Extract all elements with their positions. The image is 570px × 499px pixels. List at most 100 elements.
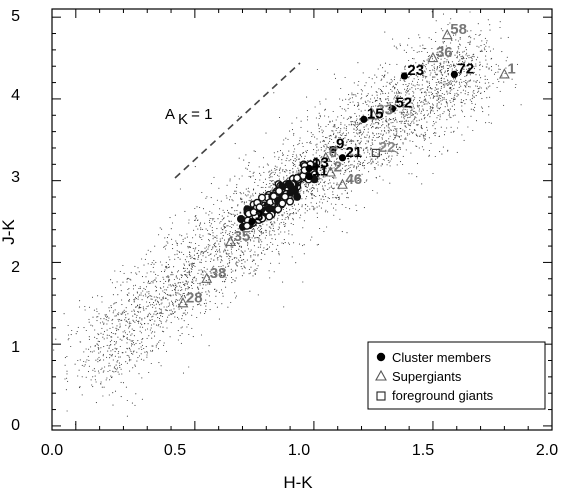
field-star	[351, 123, 353, 125]
field-star	[365, 136, 367, 138]
field-star	[453, 78, 455, 80]
field-star	[358, 80, 360, 83]
field-star	[225, 278, 227, 281]
field-star	[473, 66, 475, 68]
field-star	[356, 146, 358, 148]
field-star	[224, 248, 226, 250]
field-star	[373, 151, 375, 153]
field-star	[393, 133, 395, 135]
field-star	[326, 137, 328, 139]
field-star	[114, 390, 117, 392]
field-star	[358, 115, 360, 117]
field-star	[184, 237, 186, 239]
field-star	[252, 275, 254, 277]
field-star	[125, 386, 127, 388]
field-star	[415, 145, 417, 147]
field-star	[185, 314, 187, 316]
point-label-3: 3	[255, 208, 263, 225]
field-star	[478, 34, 480, 37]
field-star	[462, 56, 464, 59]
field-star	[412, 114, 414, 116]
field-star	[470, 30, 472, 32]
field-star	[313, 157, 315, 159]
field-star	[272, 182, 274, 185]
field-star	[352, 94, 354, 96]
field-star	[237, 204, 239, 206]
field-star	[319, 155, 321, 157]
field-star	[264, 189, 267, 192]
field-star	[207, 290, 209, 292]
field-star	[112, 392, 114, 394]
field-star	[339, 106, 341, 108]
field-star	[429, 74, 431, 76]
field-star	[230, 271, 232, 273]
field-star	[209, 210, 211, 212]
field-star	[356, 180, 358, 182]
field-star	[435, 132, 437, 134]
field-star	[209, 233, 211, 235]
field-star	[194, 207, 196, 210]
field-star	[118, 320, 120, 322]
field-star	[293, 134, 295, 136]
field-star	[318, 128, 320, 130]
field-star	[144, 258, 146, 260]
field-star	[165, 280, 167, 282]
field-star	[205, 299, 207, 301]
field-star	[128, 292, 130, 294]
field-star	[376, 97, 379, 99]
field-star	[343, 148, 345, 150]
marker-supergiant-33	[368, 109, 379, 120]
field-star	[412, 95, 414, 97]
field-star	[201, 291, 203, 293]
field-star	[174, 214, 176, 216]
field-star	[468, 86, 470, 88]
field-star	[244, 233, 246, 235]
field-star	[126, 415, 128, 417]
field-star	[213, 244, 215, 246]
field-star	[358, 155, 360, 157]
field-star	[460, 99, 462, 101]
field-star	[282, 243, 285, 245]
field-star	[446, 67, 449, 70]
field-star	[319, 227, 321, 230]
field-star	[489, 29, 491, 31]
field-star	[453, 96, 455, 98]
field-star	[451, 65, 453, 67]
field-star	[181, 318, 183, 320]
field-star	[230, 246, 232, 248]
field-star	[155, 346, 157, 348]
field-star	[114, 315, 116, 317]
field-star	[401, 116, 403, 118]
field-star	[366, 140, 368, 142]
field-star	[468, 57, 470, 59]
field-star	[277, 244, 279, 246]
field-star	[141, 276, 144, 278]
field-star	[390, 158, 393, 160]
field-star	[188, 265, 191, 267]
field-star	[67, 339, 69, 341]
field-star	[429, 70, 431, 72]
field-star	[182, 312, 184, 314]
field-star	[102, 355, 104, 357]
field-star	[438, 108, 440, 110]
field-star	[225, 266, 227, 268]
cluster-member-point	[278, 199, 287, 208]
field-star	[399, 45, 401, 47]
field-star	[459, 37, 461, 39]
field-star	[336, 182, 338, 184]
field-star	[79, 300, 81, 302]
field-star	[133, 298, 135, 301]
field-star	[138, 287, 140, 290]
field-star	[135, 306, 137, 308]
field-star	[442, 146, 444, 148]
field-star	[411, 87, 413, 89]
field-star	[157, 325, 159, 327]
field-star	[316, 212, 318, 214]
field-star	[261, 228, 263, 230]
field-star	[138, 320, 140, 322]
field-star	[119, 356, 121, 358]
field-star	[431, 78, 434, 80]
field-star	[404, 122, 406, 125]
field-star	[468, 71, 470, 73]
field-star	[353, 104, 355, 106]
